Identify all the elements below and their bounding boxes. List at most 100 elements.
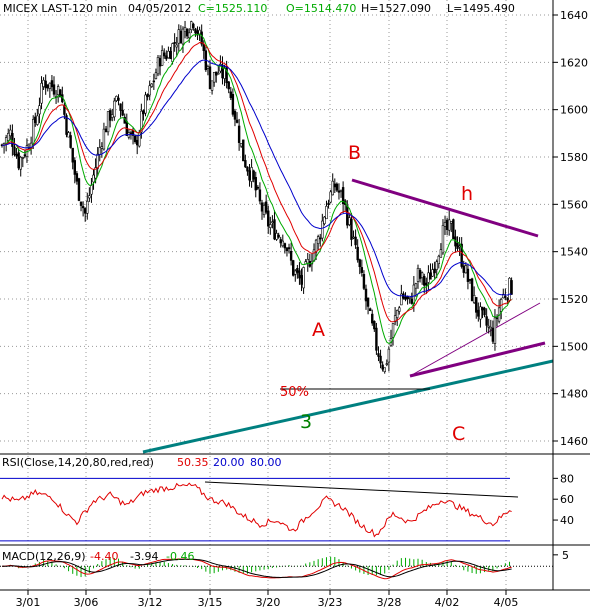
candle-body <box>285 247 289 252</box>
candle-body <box>387 348 391 363</box>
candle-body <box>291 260 295 276</box>
candle-body <box>108 110 112 121</box>
price-tick-label: 1520 <box>560 293 588 306</box>
candle-body <box>56 86 60 96</box>
candle-body <box>435 261 438 270</box>
candle-body <box>271 221 274 224</box>
candle-body <box>146 94 149 98</box>
candle-body <box>450 221 453 224</box>
candle-body <box>181 28 185 45</box>
candle-body <box>420 272 424 279</box>
candle-body <box>117 97 120 101</box>
candle-body <box>225 65 228 84</box>
rsi-pane: 80 60 40 <box>0 472 574 542</box>
x-axis-ticks: 3/01 3/06 3/12 3/15 3/20 3/23 3/28 4/02 4/05 <box>16 590 518 609</box>
trendlines <box>142 178 554 454</box>
candle-body <box>242 139 245 162</box>
header-low: L=1495.490 <box>447 2 515 15</box>
candle-body <box>414 283 418 289</box>
candle-body <box>493 317 497 344</box>
candle-body <box>84 208 87 214</box>
candle-body <box>52 84 56 95</box>
ma-red-line <box>1 41 512 323</box>
macd-tick-label: 5 <box>562 549 569 562</box>
candle-body <box>381 364 384 370</box>
candle-body <box>19 156 22 170</box>
axes <box>0 0 590 591</box>
candle-body <box>393 315 397 323</box>
candle-body <box>423 275 426 286</box>
candle-body <box>445 219 449 230</box>
candle-body <box>88 195 91 199</box>
candle-body <box>460 243 463 267</box>
label-h: h <box>461 183 473 205</box>
candle-body <box>104 128 108 133</box>
header-close: C=1525.110 <box>198 2 267 15</box>
candle-body <box>362 274 366 289</box>
candle-body <box>77 178 81 201</box>
candle-body <box>252 170 255 180</box>
rsi-line <box>1 482 512 538</box>
candle-body <box>250 167 253 182</box>
candle-body <box>113 100 116 118</box>
rsi-lower: 20.00 <box>213 456 245 469</box>
candle-body <box>281 240 284 247</box>
chart-grid <box>0 0 553 590</box>
candle-body <box>427 272 430 283</box>
candle-body <box>354 236 357 246</box>
candle-body <box>183 27 187 32</box>
macd-v2: -3.94 <box>130 550 158 563</box>
candle-body <box>92 174 95 183</box>
candle-body <box>456 243 459 249</box>
candle-body <box>348 217 351 225</box>
candle-body <box>337 190 341 193</box>
candle-body <box>175 44 178 48</box>
candle-body <box>314 239 318 253</box>
candle-body <box>233 110 237 120</box>
candle-body <box>425 282 428 286</box>
ma-blue-line <box>1 59 512 298</box>
candle-body <box>462 265 465 273</box>
candle-body <box>86 200 89 214</box>
candle-body <box>279 239 282 244</box>
candle-body <box>208 66 212 90</box>
candle-body <box>102 128 106 150</box>
candle-body <box>136 139 139 146</box>
rsi-trendline <box>204 481 519 498</box>
header-open: O=1514.470 <box>286 2 356 15</box>
candle-body <box>73 160 77 175</box>
candle-body <box>81 206 85 209</box>
rsi-value: 50.35 <box>177 456 209 469</box>
candle-body <box>244 160 247 168</box>
candle-body <box>200 31 203 45</box>
candle-body <box>275 233 278 240</box>
candle-body <box>464 265 468 274</box>
candle-body <box>65 115 68 135</box>
candle-body <box>358 259 361 268</box>
candle-body <box>129 132 133 134</box>
candle-body <box>185 28 189 37</box>
x-tick-label: 3/20 <box>256 596 281 609</box>
candle-body <box>69 135 72 148</box>
candle-body <box>437 255 440 264</box>
trendline-teal <box>142 359 554 454</box>
moving-averages <box>1 33 512 344</box>
candle-body <box>412 284 416 304</box>
candle-body <box>188 32 191 39</box>
candle-body <box>198 29 201 35</box>
header-high: H=1527.090 <box>361 2 431 15</box>
candle-body <box>13 146 16 156</box>
candle-body <box>364 288 368 302</box>
candle-body <box>192 23 195 28</box>
price-tick-label: 1480 <box>560 388 588 401</box>
candle-body <box>504 296 507 298</box>
candle-body <box>475 297 478 313</box>
candle-body <box>119 103 122 111</box>
candle-body <box>377 353 380 357</box>
candle-body <box>179 30 183 44</box>
x-tick-label: 3/28 <box>377 596 402 609</box>
price-tick-label: 1600 <box>560 104 588 117</box>
candle-body <box>296 268 299 273</box>
candle-body <box>375 327 378 351</box>
